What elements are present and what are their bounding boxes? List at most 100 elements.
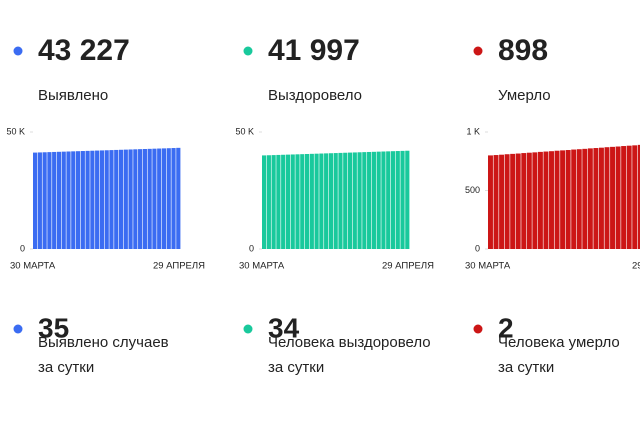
stat-value: 898	[498, 34, 548, 67]
bar	[147, 148, 152, 249]
bar	[357, 152, 362, 249]
bar	[587, 148, 593, 249]
bar	[626, 145, 632, 249]
dot	[473, 46, 483, 56]
bar	[47, 152, 52, 249]
stat-value: 43 227	[38, 34, 130, 67]
dot	[243, 324, 253, 334]
bar	[560, 150, 566, 249]
daily-label: Выявлено случаев за сутки	[38, 334, 169, 376]
x-tick-label: 29 АПРЕЛЯ	[153, 261, 205, 272]
bar	[109, 150, 114, 249]
bar	[504, 154, 510, 249]
bar	[290, 154, 295, 249]
bar	[352, 152, 357, 249]
bar	[537, 151, 543, 249]
bar	[276, 154, 281, 249]
bar	[571, 149, 577, 249]
bar	[80, 151, 85, 249]
bar	[565, 150, 571, 249]
stat-label: Выздоровело	[268, 87, 362, 104]
bar	[333, 153, 338, 249]
bar	[95, 150, 100, 249]
bar	[66, 151, 71, 249]
bar	[386, 151, 391, 249]
y-tick-label: 0	[249, 243, 254, 253]
bar	[615, 146, 621, 249]
bar	[138, 149, 143, 249]
bar	[328, 153, 334, 249]
bar	[295, 154, 300, 249]
y-tick-label: 50 K	[235, 126, 254, 136]
dot	[13, 46, 23, 56]
bar	[114, 149, 119, 249]
dot	[13, 324, 23, 334]
bar	[543, 151, 549, 249]
bar	[166, 148, 171, 249]
bar	[56, 151, 62, 249]
x-tick-label: 30 МАРТА	[239, 261, 285, 272]
bar	[52, 151, 57, 249]
bar	[376, 151, 381, 249]
bar	[400, 150, 405, 249]
bar	[549, 151, 554, 249]
bar	[171, 148, 176, 249]
bar	[576, 149, 582, 249]
stat-label: Выявлено	[38, 87, 108, 104]
bar	[300, 154, 305, 249]
daily-value: 35	[38, 312, 69, 343]
y-tick-label: 50 K	[6, 126, 25, 136]
bar	[554, 150, 560, 249]
bar	[493, 155, 499, 249]
bar	[367, 151, 372, 249]
x-tick-label: 30 МАРТА	[465, 261, 511, 272]
bar	[324, 153, 329, 249]
bar	[104, 150, 109, 249]
x-tick-label: 29 АПРЕЛЯ	[632, 261, 640, 272]
bar	[632, 145, 638, 249]
bar	[75, 151, 81, 249]
bar	[33, 152, 38, 249]
y-tick-label: 0	[20, 243, 25, 253]
dot	[243, 46, 253, 56]
x-tick-label: 29 АПРЕЛЯ	[382, 261, 434, 272]
bar	[176, 147, 181, 249]
bar	[71, 151, 76, 249]
bar	[338, 152, 343, 249]
bar	[347, 152, 353, 249]
bar	[85, 150, 90, 249]
y-tick-label: 0	[475, 243, 480, 253]
bar	[314, 153, 319, 249]
bar	[610, 146, 616, 249]
bar	[118, 149, 124, 249]
bar	[343, 152, 348, 249]
daily-value: 34	[268, 312, 300, 343]
bar	[37, 152, 42, 249]
bar	[395, 151, 400, 249]
daily-value: 2	[498, 312, 514, 343]
bar	[142, 149, 147, 249]
bar	[621, 146, 627, 249]
bar	[526, 152, 532, 249]
bar	[133, 149, 138, 249]
bar	[271, 155, 276, 249]
bar	[371, 151, 376, 249]
bar	[362, 152, 367, 249]
bar	[152, 148, 157, 249]
bar	[266, 155, 271, 249]
y-tick-label: 500	[465, 185, 480, 195]
bar	[157, 148, 162, 249]
bar	[128, 149, 133, 249]
bar	[319, 153, 324, 249]
bar	[161, 148, 167, 249]
bar	[593, 148, 599, 249]
bar	[42, 152, 47, 249]
bar	[510, 153, 516, 249]
x-tick-label: 30 МАРТА	[10, 261, 56, 272]
bar	[598, 147, 604, 249]
bar	[90, 150, 95, 249]
bar	[99, 150, 105, 249]
bar	[281, 154, 286, 249]
